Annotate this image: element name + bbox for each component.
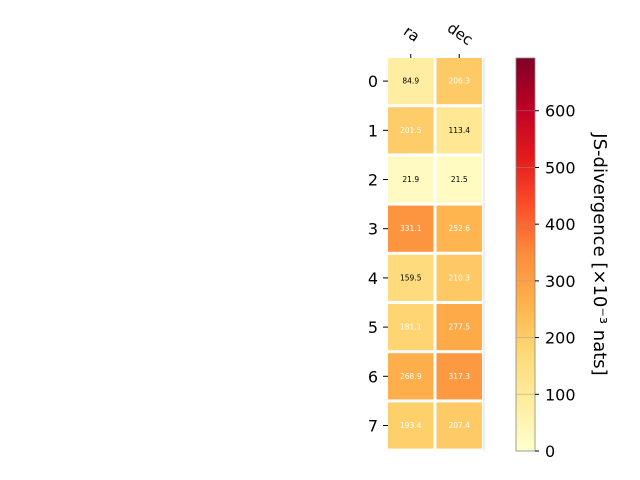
heatmap-cell [388, 402, 434, 449]
heatmap-cell [436, 304, 482, 351]
row-label: 5 [368, 318, 378, 337]
cell-value-label: 84.9 [402, 77, 419, 86]
colorbar-tick-label: 200 [545, 329, 576, 348]
heatmap-cell [436, 402, 482, 449]
heatmap-cell [436, 58, 482, 105]
colorbar: 0 100 200 300 400 500 600 JS-divergence [×10⁻³ … [515, 57, 610, 461]
cell-value-label: 268.9 [400, 372, 422, 381]
cell-value-label: 21.5 [451, 175, 468, 184]
column-axis: ra dec [400, 19, 476, 58]
heatmap-cells: 84.9 206.3 201.5 113.4 21.9 21.5 331.1 252.6 159… [388, 58, 485, 451]
heatmap-cell [388, 254, 434, 301]
row-label: 0 [368, 72, 378, 91]
row-label: 2 [368, 171, 378, 190]
cell-value-label: 207.4 [449, 421, 471, 430]
heatmap-cell [388, 107, 434, 154]
cell-value-label: 210.3 [449, 273, 471, 282]
row-label: 1 [368, 121, 378, 140]
colorbar-label: JS-divergence [×10⁻³ nats] [589, 132, 610, 375]
column-label: dec [444, 19, 476, 49]
colorbar-tick-label: 100 [545, 385, 576, 404]
colorbar-tick-label: 0 [545, 442, 555, 461]
cell-value-label: 181.1 [400, 323, 422, 332]
heatmap-cell [436, 254, 482, 301]
cell-value-label: 201.5 [400, 126, 422, 135]
heatmap-cell [388, 58, 434, 105]
row-label: 4 [368, 269, 378, 288]
heatmap-cell [388, 353, 434, 400]
row-label: 3 [368, 220, 378, 239]
row-label: 6 [368, 367, 378, 386]
cell-value-label: 317.3 [449, 372, 471, 381]
colorbar-tick-label: 300 [545, 272, 576, 291]
heatmap-cell [436, 107, 482, 154]
column-label: ra [400, 22, 423, 46]
cell-value-label: 331.1 [400, 224, 422, 233]
heatmap-cell [436, 205, 482, 252]
colorbar-gradient [515, 57, 536, 452]
heatmap-cell [388, 304, 434, 351]
cell-value-label: 206.3 [449, 77, 471, 86]
cell-value-label: 252.6 [449, 224, 471, 233]
cell-value-label: 113.4 [449, 126, 471, 135]
heatmap-cell [388, 205, 434, 252]
cell-value-label: 159.5 [400, 273, 422, 282]
row-axis: 0 1 2 3 4 5 6 7 [368, 72, 388, 436]
cell-value-label: 193.4 [400, 421, 422, 430]
heatmap-cell [388, 156, 434, 203]
cell-value-label: 277.5 [449, 323, 471, 332]
cell-value-label: 21.9 [402, 175, 419, 184]
row-label: 7 [368, 417, 378, 436]
colorbar-tick-label: 600 [545, 102, 576, 121]
colorbar-tick-label: 400 [545, 215, 576, 234]
heatmap-cell [436, 353, 482, 400]
colorbar-tick-label: 500 [545, 158, 576, 177]
heatmap-cell [436, 156, 482, 203]
